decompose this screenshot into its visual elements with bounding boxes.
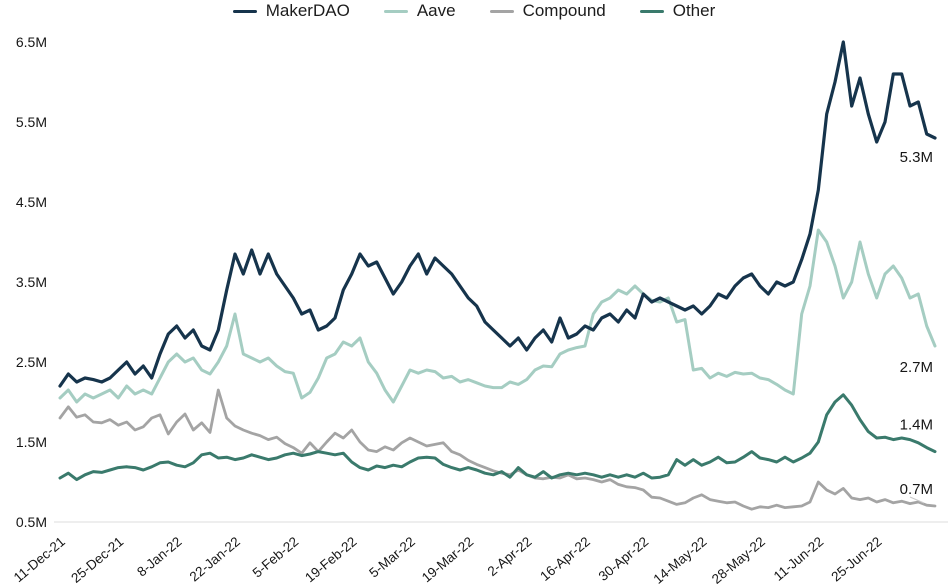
x-axis-label: 8-Jan-22: [134, 534, 184, 580]
y-axis-label: 6.5M: [16, 34, 47, 50]
x-axis-label: 19-Mar-22: [419, 534, 476, 584]
x-axis-label: 11-Dec-21: [11, 534, 68, 584]
legend-label: Compound: [522, 1, 606, 20]
y-axis-label: 2.5M: [16, 354, 47, 370]
y-axis-label: 0.5M: [16, 514, 47, 530]
series-line-other: [58, 393, 937, 482]
legend-label: MakerDAO: [265, 1, 350, 20]
legend-item-compound[interactable]: Compound: [489, 1, 606, 21]
chart-legend: MakerDAO Aave Compound Other: [0, 1, 948, 21]
x-axis-label: 25-Jun-22: [828, 534, 884, 584]
legend-dash-icon: [489, 9, 514, 13]
legend-label: Other: [672, 1, 716, 20]
x-axis-label: 11-Jun-22: [771, 534, 826, 584]
x-axis-label: 22-Jan-22: [187, 534, 243, 584]
end-label-aave: 2.7M: [900, 359, 933, 376]
legend-dash-icon: [383, 9, 408, 13]
x-axis-label: 5-Feb-22: [250, 534, 302, 581]
legend-label: Aave: [416, 1, 456, 20]
x-axis-label: 19-Feb-22: [302, 534, 359, 584]
x-axis-label: 14-May-22: [651, 534, 710, 584]
series-line-compound: [58, 388, 937, 511]
y-axis-label: 1.5M: [16, 434, 47, 450]
end-label-other: 1.4M: [900, 417, 933, 434]
end-label-compound: 0.7M: [900, 481, 933, 498]
legend-item-aave[interactable]: Aave: [383, 1, 456, 21]
x-axis-label: 2-Apr-22: [485, 534, 535, 579]
legend-dash-icon: [232, 9, 257, 13]
series-line-aave: [58, 228, 937, 404]
end-label-makerdao: 5.3M: [900, 149, 933, 166]
x-axis-label: 28-May-22: [709, 534, 768, 584]
y-axis-label: 5.5M: [16, 114, 47, 130]
x-axis-label: 30-Apr-22: [596, 534, 652, 584]
series-line-makerdao: [58, 40, 937, 388]
x-axis-label: 5-Mar-22: [366, 534, 418, 581]
x-axis-label: 25-Dec-21: [68, 534, 126, 584]
legend-dash-icon: [639, 9, 664, 13]
end-label-leader: [909, 496, 925, 504]
legend-item-other[interactable]: Other: [639, 1, 716, 21]
x-axis-label: 16-Apr-22: [537, 534, 593, 584]
y-axis-label: 4.5M: [16, 194, 47, 210]
y-axis-label: 3.5M: [16, 274, 47, 290]
legend-item-makerdao[interactable]: MakerDAO: [232, 1, 350, 21]
